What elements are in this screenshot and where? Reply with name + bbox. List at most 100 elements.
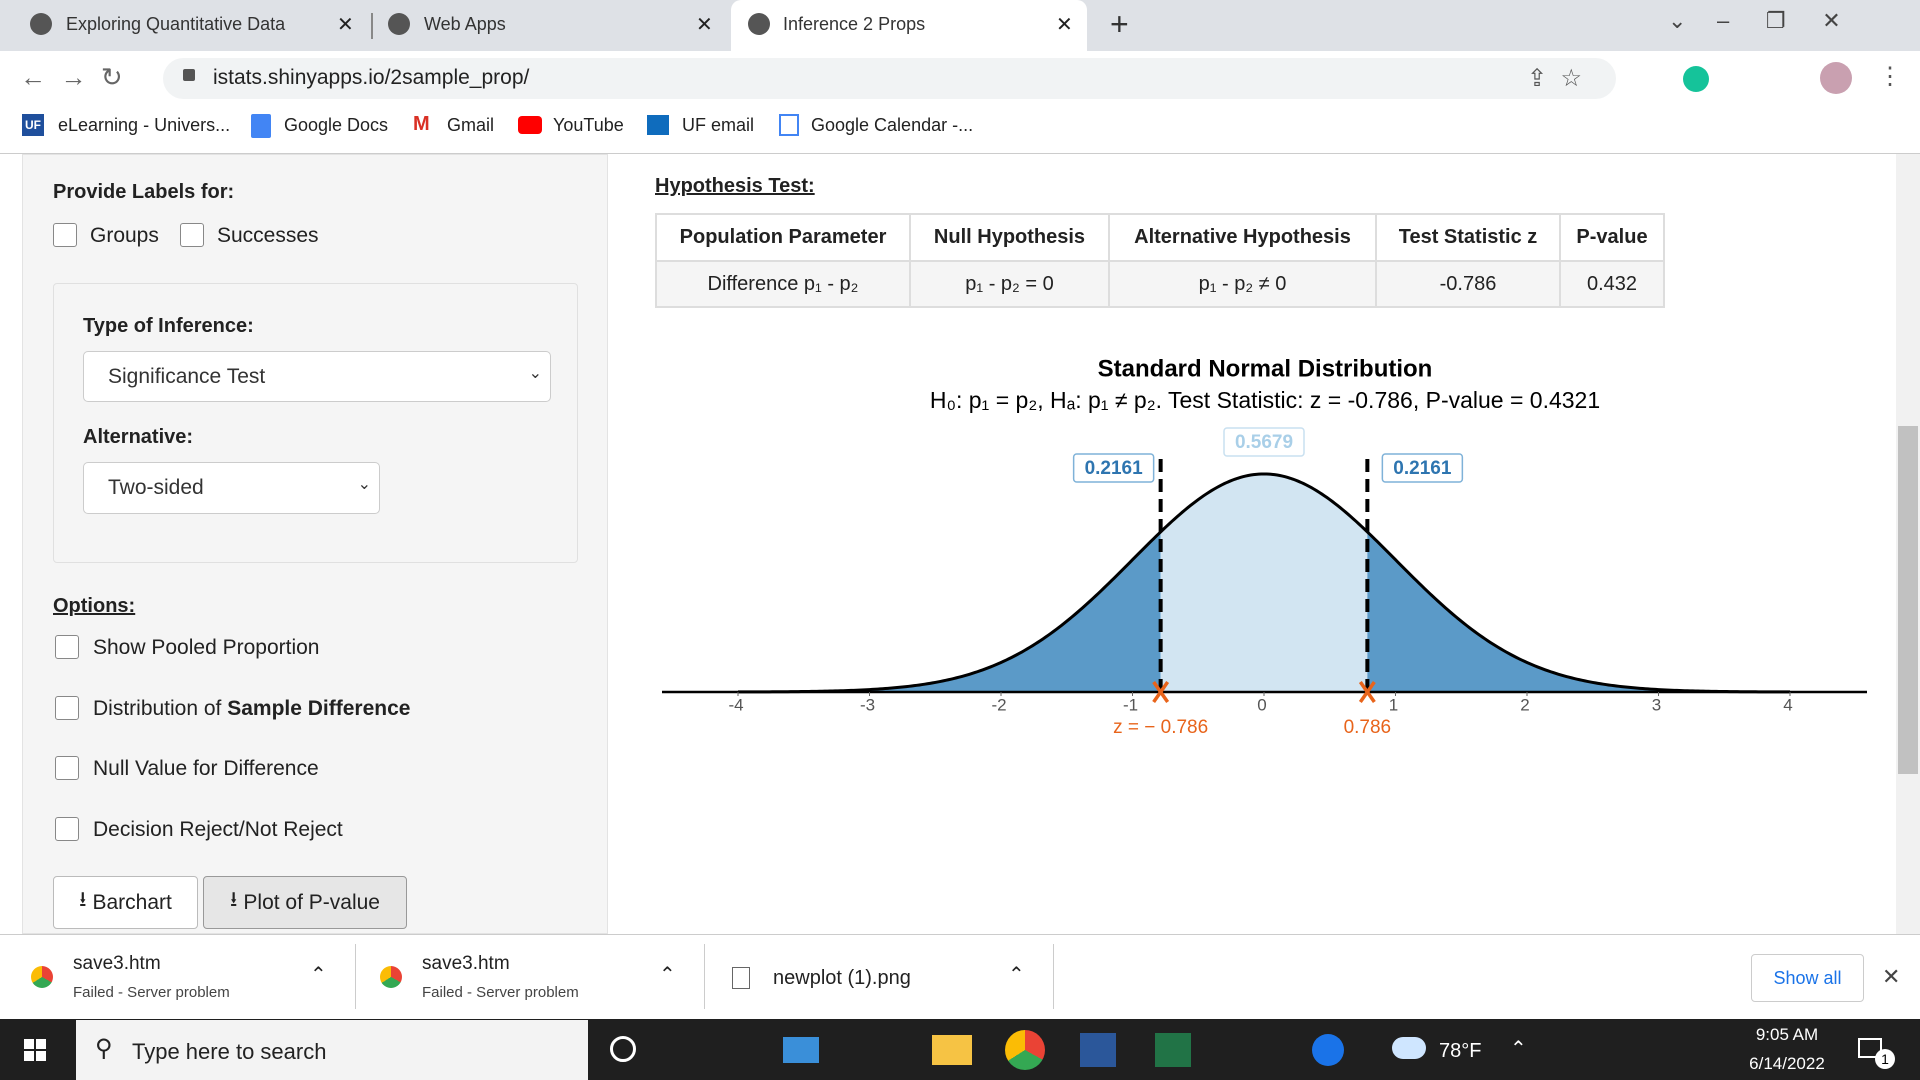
url[interactable]: istats.shinyapps.io/2sample_prop/ (213, 66, 530, 89)
checkbox-label: Null Value for Difference (93, 757, 319, 780)
tab-close[interactable]: ✕ (1056, 14, 1073, 36)
show-all-button[interactable]: Show all (1751, 954, 1864, 1002)
checkbox[interactable] (55, 756, 79, 780)
section-heading: Hypothesis Test: (655, 175, 815, 197)
label-heading: Provide Labels for: (53, 181, 235, 203)
x-tick-label: 1 (1389, 695, 1398, 714)
start-button[interactable] (24, 1039, 46, 1061)
area-label: 0.5679 (1235, 432, 1293, 453)
field-label: Type of Inference: (83, 315, 254, 337)
select-value: Two-sided (108, 476, 204, 499)
bookmark[interactable]: Google Calendar -... (811, 115, 974, 135)
table-header: Test Statistic z (1375, 213, 1561, 262)
area-label-box (1072, 453, 1155, 483)
x-tick-label: -2 (991, 695, 1006, 714)
tab-title[interactable]: Inference 2 Props (783, 14, 926, 34)
checkbox[interactable] (55, 696, 79, 720)
table-header: Population Parameter (655, 213, 911, 262)
checkbox-label-text: Distribution of (93, 697, 228, 720)
tail-area (738, 531, 1161, 692)
inference-well (53, 283, 578, 563)
download-button[interactable]: ⭳ Plot of P-value (203, 876, 407, 929)
scroll-thumb[interactable] (1898, 426, 1918, 774)
notification-count[interactable]: 1 (1875, 1049, 1895, 1069)
bookmark[interactable]: UF email (682, 115, 755, 135)
search-placeholder: Type here to search (132, 1039, 327, 1064)
bookmark[interactable]: Gmail (447, 115, 495, 135)
checkbox-label: Groups (90, 224, 159, 247)
plot-title: Standard Normal Distribution (1098, 355, 1433, 382)
active-tab[interactable] (731, 0, 1087, 51)
area-label: 0.2161 (1393, 458, 1452, 479)
tab-close[interactable]: ✕ (337, 14, 354, 36)
area-label: 0.2161 (1085, 458, 1144, 479)
select[interactable]: Two-sided ⌄ (83, 462, 380, 514)
download-name[interactable]: save3.htm (422, 953, 510, 974)
omnibox[interactable] (163, 58, 1616, 99)
select-value: Significance Test (108, 365, 266, 388)
table-cell: p₁ - p₂ = 0 (909, 260, 1110, 308)
critical-marker (1152, 680, 1170, 704)
bookmark[interactable]: YouTube (553, 115, 624, 135)
tab-close[interactable]: ✕ (696, 14, 713, 36)
tab-title[interactable]: Exploring Quantitative Data (66, 14, 286, 34)
checkbox-label: Distribution of Sample Difference (93, 697, 410, 721)
distribution-plot: Standard Normal Distribution H₀: p₁ = p₂… (662, 355, 1867, 738)
checkbox-label: Successes (217, 224, 319, 247)
center-area (1160, 473, 1368, 692)
checkbox[interactable] (53, 223, 77, 247)
table-cell: -0.786 (1375, 260, 1561, 308)
checkbox-label: Show Pooled Proportion (93, 636, 320, 659)
download-name[interactable]: newplot (1).png (773, 967, 911, 989)
search-box[interactable] (76, 1020, 588, 1080)
button-label: Plot of P-value (243, 890, 380, 914)
x-tick-label: 3 (1652, 695, 1661, 714)
table-header: Null Hypothesis (909, 213, 1110, 262)
critical-label: z = − 0.786 (1113, 717, 1208, 738)
clock-time[interactable]: 9:05 AM (1755, 1025, 1819, 1044)
download-button[interactable]: ⭳ Barchart (53, 876, 198, 929)
critical-marker (1358, 680, 1376, 704)
field-label: Alternative: (83, 426, 194, 448)
plot-subtitle: H₀: p₁ = p₂, Hₐ: p₁ ≠ p₂. Test Statistic… (930, 387, 1600, 413)
table-header: P-value (1559, 213, 1665, 262)
select[interactable]: Significance Test ⌄ (83, 351, 551, 402)
checkbox-label-bold: Sample Difference (227, 697, 411, 720)
x-tick-label: 0 (1257, 695, 1266, 714)
area-label-box (1223, 427, 1305, 457)
bookmark[interactable]: Google Docs (284, 115, 389, 135)
download-bar (0, 934, 1920, 1020)
window-controls[interactable]: ⌄ – ❐ ✕ (1668, 8, 1841, 33)
tab-title[interactable]: Web Apps (424, 14, 506, 34)
table-header: Alternative Hypothesis (1108, 213, 1377, 262)
area-label-box (1381, 453, 1464, 483)
critical-label: 0.786 (1344, 717, 1392, 738)
button-label: Barchart (92, 890, 172, 914)
table-cell: Difference p₁ - p₂ (655, 260, 911, 308)
x-tick-label: -1 (1123, 695, 1138, 714)
checkbox[interactable] (180, 223, 204, 247)
x-tick-label: -4 (728, 695, 743, 714)
sidebar (22, 154, 608, 934)
download-name[interactable]: save3.htm (73, 953, 161, 974)
download-status: Failed - Server problem (73, 984, 230, 1001)
new-tab[interactable]: + (1110, 6, 1129, 42)
weather[interactable]: 78°F (1439, 1040, 1482, 1062)
hypothesis-table: Population Parameter Null Hypothesis Alt… (655, 213, 1665, 308)
tail-area (1367, 531, 1790, 692)
x-tick-label: 2 (1520, 695, 1529, 714)
x-tick-label: 4 (1783, 695, 1792, 714)
checkbox[interactable] (55, 817, 79, 841)
close-download-bar[interactable]: ✕ (1882, 964, 1901, 989)
nav-buttons[interactable]: ← → ↻ (20, 62, 123, 92)
table-cell: 0.432 (1559, 260, 1665, 308)
table-cell: p₁ - p₂ ≠ 0 (1108, 260, 1377, 308)
bookmark[interactable]: eLearning - Univers... (58, 115, 231, 135)
density-curve (737, 472, 1791, 694)
options-heading: Options: (53, 595, 136, 617)
download-status: Failed - Server problem (422, 984, 579, 1001)
checkbox-label: Decision Reject/Not Reject (93, 818, 343, 841)
clock-date[interactable]: 6/14/2022 (1749, 1054, 1825, 1073)
checkbox[interactable] (55, 635, 79, 659)
